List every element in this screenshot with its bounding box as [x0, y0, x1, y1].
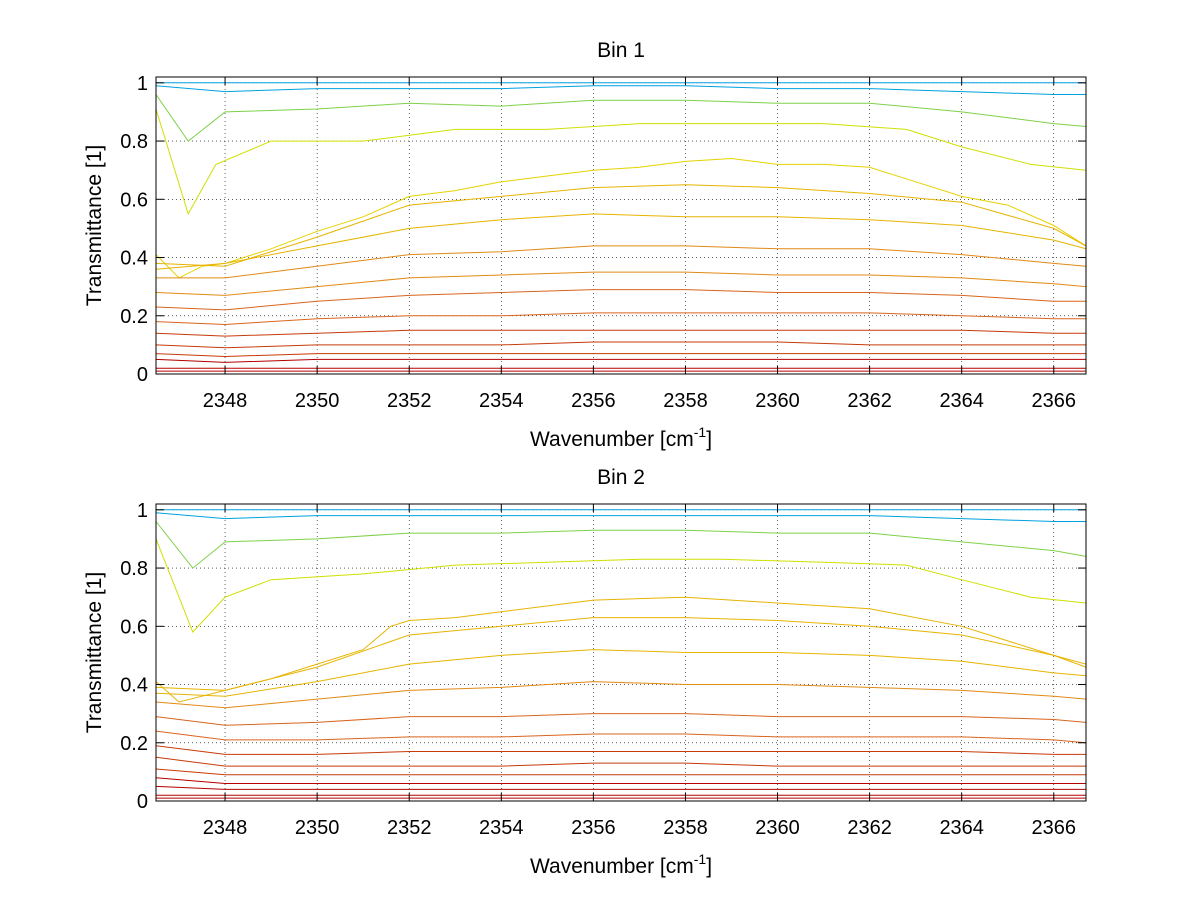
series-line-10 [156, 777, 1086, 784]
x-tick-label: 2360 [755, 817, 800, 839]
series-line-14 [156, 108, 1086, 216]
x-axis-label-text: Wavenumber [cm [530, 428, 694, 451]
x-tick-label: 2356 [571, 390, 616, 412]
y-tick-label: 0 [137, 364, 148, 386]
x-axis-label-sup: -1 [694, 851, 707, 867]
series-line-16 [156, 85, 1086, 95]
x-tick-label: 2360 [755, 390, 800, 412]
x-tick-label: 2366 [1032, 390, 1077, 412]
series-group [156, 509, 1086, 799]
x-tick-label: 2354 [479, 390, 524, 412]
x-axis-label-sup: -1 [694, 424, 707, 440]
series-line-6 [156, 289, 1086, 311]
y-axis-label: Transmittance [1] [83, 572, 106, 733]
x-tick-label: 2358 [663, 390, 708, 412]
axes-frame [155, 503, 1087, 802]
x-tick-label: 2364 [939, 390, 984, 412]
x-tick-label: 2362 [847, 817, 892, 839]
series-line-15 [156, 521, 1086, 569]
series-line-7 [156, 745, 1086, 755]
series-line-9 [156, 341, 1086, 349]
y-tick-label: 0.2 [120, 733, 148, 755]
x-tick-label: 2348 [203, 390, 248, 412]
x-axis-label-end: ] [706, 428, 712, 451]
y-tick-label: 0.8 [120, 558, 148, 580]
x-tick-label: 2356 [571, 817, 616, 839]
series-line-10 [156, 353, 1086, 358]
y-tick-label: 0.6 [120, 616, 148, 638]
y-tick-label: 0.6 [120, 189, 148, 211]
series-line-9 [156, 768, 1086, 776]
series-line-3 [156, 213, 1086, 270]
series-line-5 [156, 271, 1086, 296]
series-line-2 [156, 617, 1086, 691]
series-group [156, 82, 1086, 372]
y-tick-label: 1 [137, 500, 148, 522]
x-tick-label: 2362 [847, 390, 892, 412]
x-axis-label-text: Wavenumber [cm [530, 855, 694, 878]
series-line-2 [156, 184, 1086, 267]
x-axis-label: Wavenumber [cm-1] [530, 851, 712, 878]
series-line-16 [156, 512, 1086, 522]
x-tick-label: 2352 [387, 390, 432, 412]
x-tick-label: 2364 [939, 817, 984, 839]
series-line-8 [156, 329, 1086, 337]
y-tick-label: 0.4 [120, 675, 148, 697]
subplot-2: 2348 2350 2352 2354 2356 2358 2360 2362 2364 2366… [83, 466, 1087, 878]
x-tick-label: 2350 [295, 817, 340, 839]
series-line-4 [156, 245, 1086, 279]
x-axis-label-end: ] [706, 855, 712, 878]
series-line-14 [156, 538, 1086, 634]
x-tick-label: 2366 [1032, 817, 1077, 839]
series-line-3 [156, 649, 1086, 697]
chart-title: Bin 1 [597, 39, 645, 62]
series-line-15 [156, 94, 1086, 142]
x-tick-label: 2350 [295, 390, 340, 412]
y-tick-label: 0 [137, 791, 148, 813]
series-line-7 [156, 312, 1086, 326]
axes-frame [155, 76, 1087, 375]
y-tick-label: 0.4 [120, 248, 148, 270]
series-line-5 [156, 713, 1086, 726]
y-tick-label: 1 [137, 73, 148, 95]
series-line-11 [156, 358, 1086, 363]
plot-area [156, 77, 1086, 374]
series-line-8 [156, 756, 1086, 767]
y-tick-label: 0.8 [120, 131, 148, 153]
y-tick-label: 0.2 [120, 306, 148, 328]
subplot-1: 2348 2350 2352 2354 2356 2358 2360 2362 2364 2366… [83, 39, 1087, 451]
x-tick-label: 2358 [663, 817, 708, 839]
x-axis-label: Wavenumber [cm-1] [530, 424, 712, 451]
x-tick-label: 2354 [479, 817, 524, 839]
series-line-1 [156, 157, 1086, 279]
y-axis-label: Transmittance [1] [83, 145, 106, 306]
series-line-6 [156, 730, 1086, 744]
series-line-11 [156, 785, 1086, 790]
x-tick-label: 2352 [387, 817, 432, 839]
series-line-4 [156, 681, 1086, 709]
x-tick-label: 2348 [203, 817, 248, 839]
plot-area [156, 504, 1086, 801]
chart-title: Bin 2 [597, 466, 645, 489]
